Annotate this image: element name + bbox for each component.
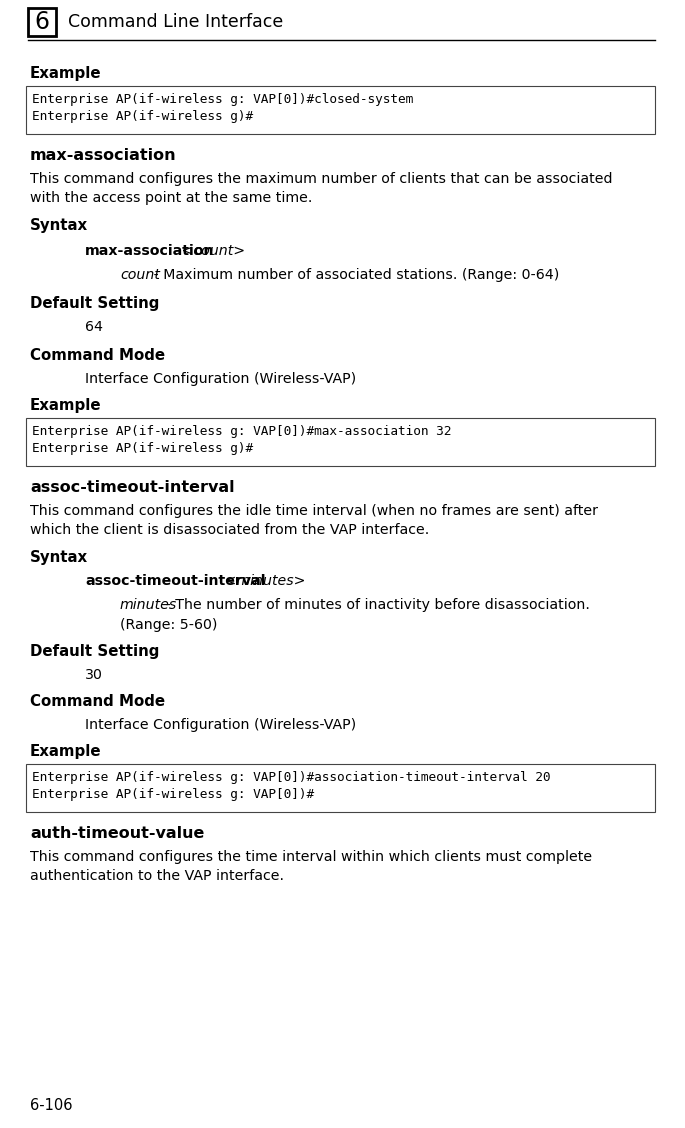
- Text: authentication to the VAP interface.: authentication to the VAP interface.: [30, 869, 284, 883]
- Text: Syntax: Syntax: [30, 218, 88, 233]
- Text: 30: 30: [85, 668, 103, 682]
- Text: Enterprise AP(if-wireless g)#: Enterprise AP(if-wireless g)#: [32, 111, 253, 123]
- Text: count: count: [120, 268, 160, 282]
- Text: This command configures the idle time interval (when no frames are sent) after: This command configures the idle time in…: [30, 504, 598, 518]
- Text: 6-106: 6-106: [30, 1098, 73, 1113]
- Text: Enterprise AP(if-wireless g: VAP[0])#: Enterprise AP(if-wireless g: VAP[0])#: [32, 788, 314, 801]
- Text: Example: Example: [30, 67, 101, 81]
- Bar: [26, 86, 655, 134]
- Text: max-association: max-association: [85, 244, 214, 258]
- Text: Enterprise AP(if-wireless g: VAP[0])#association-timeout-interval 20: Enterprise AP(if-wireless g: VAP[0])#ass…: [32, 772, 551, 784]
- Text: max-association: max-association: [30, 148, 177, 164]
- Text: Syntax: Syntax: [30, 550, 88, 565]
- Text: assoc-timeout-interval: assoc-timeout-interval: [85, 574, 266, 588]
- Text: Enterprise AP(if-wireless g: VAP[0])#closed-system: Enterprise AP(if-wireless g: VAP[0])#clo…: [32, 92, 413, 106]
- Text: Enterprise AP(if-wireless g)#: Enterprise AP(if-wireless g)#: [32, 442, 253, 455]
- Text: This command configures the time interval within which clients must complete: This command configures the time interva…: [30, 851, 592, 864]
- Bar: [28, 8, 56, 36]
- Text: (Range: 5-60): (Range: 5-60): [120, 618, 217, 632]
- Text: Example: Example: [30, 398, 101, 413]
- Text: with the access point at the same time.: with the access point at the same time.: [30, 191, 312, 205]
- Text: Command Mode: Command Mode: [30, 694, 165, 710]
- Text: Default Setting: Default Setting: [30, 644, 160, 659]
- Text: which the client is disassociated from the VAP interface.: which the client is disassociated from t…: [30, 523, 429, 537]
- Text: - The number of minutes of inactivity before disassociation.: - The number of minutes of inactivity be…: [161, 598, 590, 613]
- Text: Interface Configuration (Wireless-VAP): Interface Configuration (Wireless-VAP): [85, 372, 356, 386]
- Text: auth-timeout-value: auth-timeout-value: [30, 826, 204, 841]
- Text: assoc-timeout-interval: assoc-timeout-interval: [30, 481, 235, 495]
- Text: Interface Configuration (Wireless-VAP): Interface Configuration (Wireless-VAP): [85, 719, 356, 732]
- Text: Enterprise AP(if-wireless g: VAP[0])#max-association 32: Enterprise AP(if-wireless g: VAP[0])#max…: [32, 425, 451, 438]
- Text: <count>: <count>: [177, 244, 245, 258]
- Text: Command Line Interface: Command Line Interface: [68, 14, 284, 30]
- Text: Example: Example: [30, 744, 101, 759]
- Text: Default Setting: Default Setting: [30, 296, 160, 311]
- Text: minutes: minutes: [120, 598, 177, 613]
- Bar: [26, 418, 655, 466]
- Text: 6: 6: [34, 10, 49, 34]
- Text: Command Mode: Command Mode: [30, 349, 165, 363]
- Text: 64: 64: [85, 320, 103, 334]
- Text: This command configures the maximum number of clients that can be associated: This command configures the maximum numb…: [30, 171, 612, 186]
- Text: <minutes>: <minutes>: [220, 574, 305, 588]
- Text: - Maximum number of associated stations. (Range: 0-64): - Maximum number of associated stations.…: [149, 268, 560, 282]
- Bar: [26, 764, 655, 812]
